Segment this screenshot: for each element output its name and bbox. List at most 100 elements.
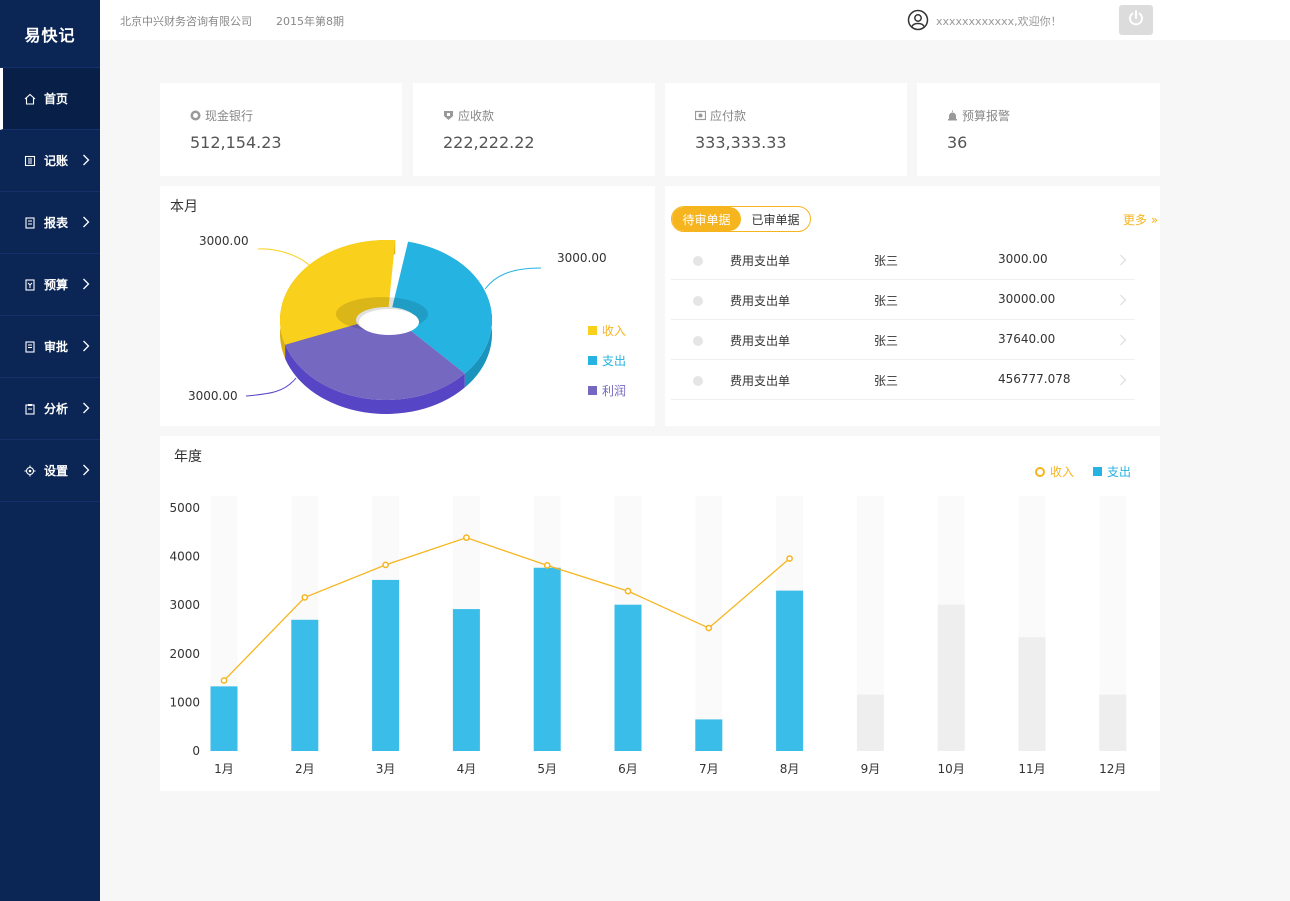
stat-card-budget-alert[interactable]: 预算报警 36 (917, 83, 1160, 176)
legend-profit[interactable]: 利润 (588, 382, 626, 399)
stat-label: 预算报警 (962, 109, 1011, 123)
chevron-right-icon[interactable] (1119, 334, 1127, 346)
documents-card: 待审单据 已审单据 更多 » 费用支出单 张三 3000.00 费用支出单 张三 3000… (665, 186, 1160, 426)
bar-expense-5[interactable] (533, 567, 561, 751)
more-link[interactable]: 更多 » (1123, 213, 1159, 227)
pie-hole (359, 309, 419, 335)
sidebar-item-6[interactable]: 设置 (0, 440, 100, 502)
user-circle-icon[interactable] (907, 9, 929, 31)
stat-value: 333,333.33 (695, 133, 787, 152)
sidebar-item-2[interactable]: 报表 (0, 192, 100, 254)
sidebar-item-label: 审批 (44, 340, 69, 354)
bar-expense-12[interactable] (1099, 694, 1127, 751)
power-icon (1127, 9, 1145, 31)
sidebar-item-4[interactable]: 审批 (0, 316, 100, 378)
bar-expense-4[interactable] (452, 609, 480, 751)
income-point-5[interactable] (543, 561, 551, 569)
chevron-right-icon[interactable] (1119, 294, 1127, 306)
chevron-right-icon (82, 154, 90, 166)
x-tick-label: 12月 (1099, 762, 1126, 776)
coin-icon (190, 110, 201, 121)
stat-value: 36 (947, 133, 968, 152)
document-row[interactable]: 费用支出单 张三 456777.078 (671, 360, 1135, 400)
y-tick-label: 4000 (169, 550, 200, 564)
legend-swatch (1093, 467, 1102, 476)
pie-slice-0[interactable] (280, 240, 396, 354)
monthly-card: 本月 3000.00 3000.00 3000.00 收入 支出 利润 (160, 186, 655, 426)
app-logo: 易快记 (0, 0, 100, 68)
income-point-3[interactable] (382, 561, 389, 569)
annual-card: 年度 收入 支出 0 1000 2000 3000 4000 5000 1月 2月 3月 4月 5月… (160, 436, 1160, 791)
bar-expense-8[interactable] (776, 590, 804, 751)
chevron-right-icon[interactable] (1119, 254, 1127, 266)
sidebar-item-1[interactable]: 记账 (0, 130, 100, 192)
bar-expense-1[interactable] (210, 686, 238, 751)
sidebar-item-label: 设置 (44, 464, 69, 478)
income-point-2[interactable] (301, 594, 309, 601)
document-row[interactable]: 费用支出单 张三 37640.00 (671, 320, 1135, 360)
legend-label: 收入 (1050, 465, 1075, 479)
income-point-7[interactable] (705, 624, 713, 632)
y-tick-label: 0 (192, 744, 200, 758)
stat-label: 现金银行 (205, 109, 254, 123)
legend-swatch (1035, 466, 1045, 477)
legend-expense-bar[interactable]: 支出 (1093, 463, 1131, 480)
bar-expense-7[interactable] (695, 719, 723, 751)
wallet-icon (695, 110, 706, 121)
income-point-6[interactable] (624, 587, 632, 595)
stat-card-cash[interactable]: 现金银行 512,154.23 (160, 83, 402, 176)
stat-value: 512,154.23 (190, 133, 282, 152)
chevron-right-icon (82, 278, 90, 290)
income-point-4[interactable] (463, 534, 470, 541)
chevron-right-icon[interactable] (1119, 374, 1127, 386)
bar-expense-9[interactable] (856, 694, 884, 751)
ledger-icon (24, 155, 36, 167)
bar-expense-11[interactable] (1018, 637, 1046, 751)
income-point-8[interactable] (786, 555, 793, 562)
bar-expense-2[interactable] (291, 619, 319, 751)
logout-button[interactable] (1119, 5, 1153, 35)
document-person: 张三 (874, 254, 899, 268)
stat-card-payable[interactable]: 应付款 333,333.33 (665, 83, 907, 176)
x-tick-label: 5月 (537, 762, 557, 776)
tab-approved-documents[interactable]: 已审单据 (751, 212, 800, 227)
stat-label: 应付款 (710, 109, 747, 123)
sidebar-item-0[interactable]: 首页 (0, 68, 100, 130)
document-amount: 456777.078 (998, 372, 1071, 386)
document-amount: 3000.00 (998, 252, 1048, 266)
legend-swatch (588, 356, 597, 365)
sidebar: 易快记 首页 记账 报表 预算审批分析设置 (0, 0, 100, 901)
legend-label: 支出 (1107, 465, 1132, 479)
y-tick-label: 3000 (169, 598, 200, 612)
document-type: 费用支出单 (730, 334, 791, 348)
income-point-1[interactable] (220, 677, 228, 684)
document-row[interactable]: 费用支出单 张三 30000.00 (671, 280, 1135, 320)
company-name: 北京中兴财务咨询有限公司 (120, 15, 252, 28)
document-row[interactable]: 费用支出单 张三 3000.00 (671, 240, 1135, 280)
stat-card-receivable[interactable]: 应收款 222,222.22 (413, 83, 655, 176)
document-type: 费用支出单 (730, 294, 791, 308)
annual-bar-line-chart: 0 1000 2000 3000 4000 5000 1月 2月 3月 4月 5月 6月 7月 8月 9月 1… (169, 496, 1127, 776)
legend-expense[interactable]: 支出 (588, 352, 626, 369)
sidebar-item-3[interactable]: 预算 (0, 254, 100, 316)
document-amount: 37640.00 (998, 332, 1056, 346)
legend-label: 支出 (602, 354, 627, 368)
pie-slice-2[interactable] (285, 324, 465, 400)
x-tick-label: 3月 (376, 762, 396, 776)
home-icon (24, 93, 36, 105)
status-dot (693, 336, 703, 346)
bar-expense-6[interactable] (614, 604, 642, 751)
legend-income-line[interactable]: 收入 (1035, 463, 1074, 480)
x-tick-label: 9月 (861, 762, 881, 776)
sidebar-item-5[interactable]: 分析 (0, 378, 100, 440)
tab-pending-documents[interactable]: 待审单据 (672, 207, 741, 231)
x-tick-label: 7月 (699, 762, 719, 776)
legend-swatch (588, 326, 597, 335)
bar-expense-10[interactable] (937, 604, 965, 751)
x-tick-label: 4月 (457, 762, 477, 776)
pie-slice-1[interactable] (392, 241, 492, 374)
bar-expense-3[interactable] (372, 579, 400, 751)
legend-income[interactable]: 收入 (588, 322, 626, 339)
status-dot (693, 376, 703, 386)
analysis-icon (24, 403, 36, 415)
